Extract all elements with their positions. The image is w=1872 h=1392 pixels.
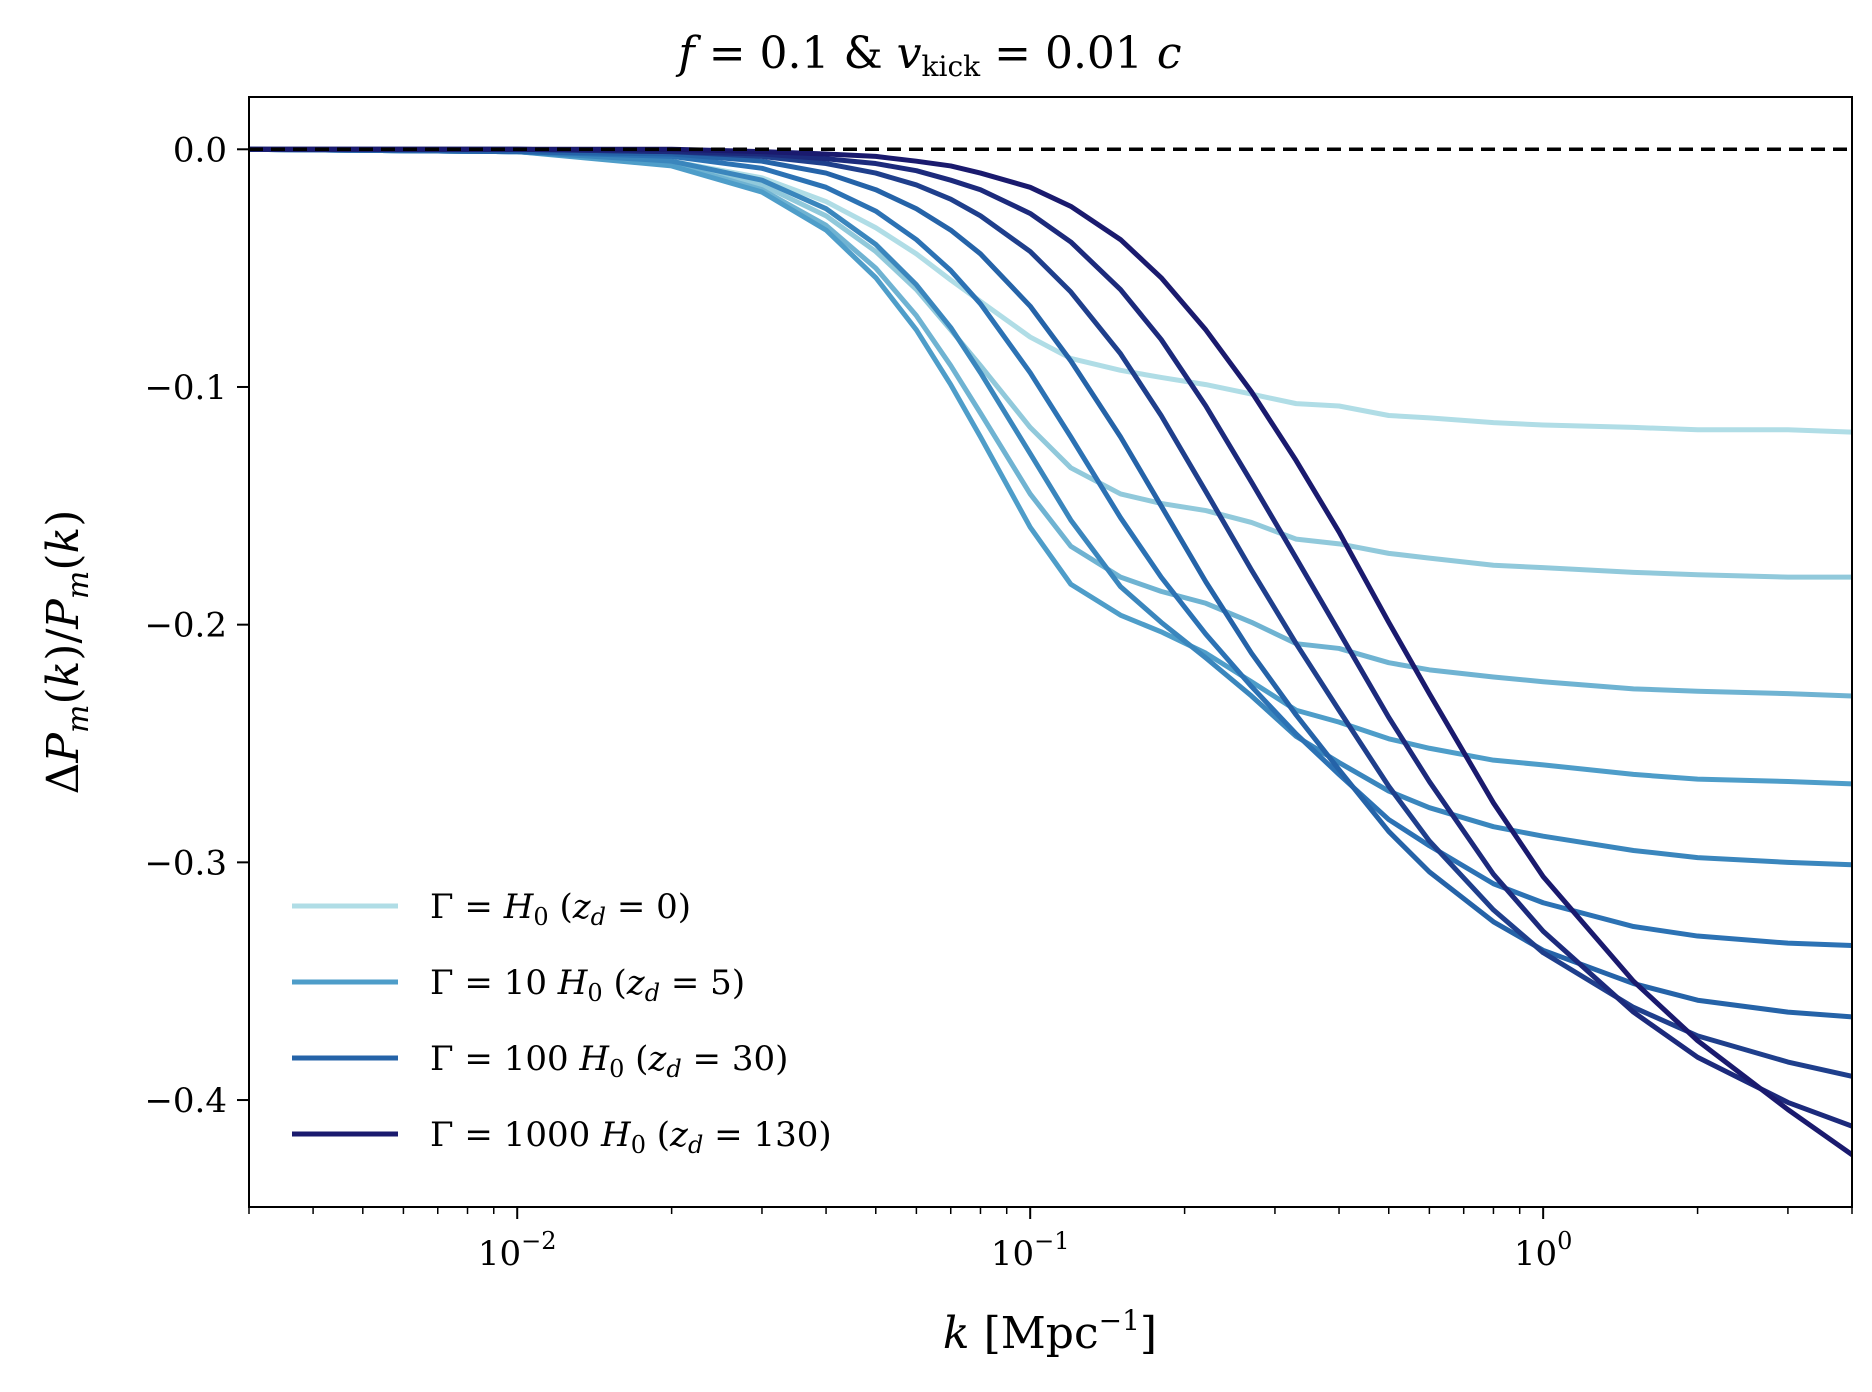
series-line-1 xyxy=(249,146,1852,435)
legend-label: Γ = 1000 H0 (zd = 130) xyxy=(430,1115,832,1159)
series-group xyxy=(249,146,1852,1158)
legend-entry: Γ = 10 H0 (zd = 5) xyxy=(292,963,745,1007)
y-tick-label: −0.2 xyxy=(144,606,227,646)
y-tick-label: −0.3 xyxy=(144,843,227,883)
chart-title: f = 0.1 & vkick = 0.01 c xyxy=(675,28,1181,83)
series-line-2 xyxy=(249,146,1852,580)
x-tick-exp: −1 xyxy=(1034,1227,1069,1255)
y-tick-label: −0.4 xyxy=(144,1081,227,1121)
x-axis-label: k [Mpc−1] xyxy=(943,1304,1157,1359)
legend-entry: Γ = H0 (zd = 0) xyxy=(292,887,691,931)
series-line-10 xyxy=(249,146,1852,1158)
legend-label: Γ = 100 H0 (zd = 30) xyxy=(430,1039,788,1083)
series-line-6 xyxy=(249,146,1852,949)
legend-entry: Γ = 100 H0 (zd = 30) xyxy=(292,1039,788,1083)
x-tick-base: 10 xyxy=(1514,1234,1557,1274)
x-tick-label: 10−1 xyxy=(991,1227,1070,1274)
x-tick-base: 10 xyxy=(478,1234,521,1274)
series-line-3 xyxy=(249,146,1852,699)
series-line-5 xyxy=(249,146,1852,868)
y-tick-label: 0.0 xyxy=(173,130,227,170)
y-tick-label: −0.1 xyxy=(144,368,227,408)
axes-frame xyxy=(248,96,1853,1208)
legend-entry: Γ = 1000 H0 (zd = 130) xyxy=(292,1115,832,1159)
x-tick-label: 10−2 xyxy=(478,1227,557,1274)
legend: Γ = H0 (zd = 0) Γ = 10 H0 (zd = 5) Γ = 1… xyxy=(292,887,832,1159)
ticks: 10−2 10−1 1000.0−0.1−0.2−0.3−0.4 xyxy=(144,130,1853,1274)
series-line-9 xyxy=(249,146,1852,1129)
legend-label: Γ = 10 H0 (zd = 5) xyxy=(430,963,745,1007)
x-tick-base: 10 xyxy=(991,1234,1034,1274)
x-tick-label: 100 xyxy=(1514,1227,1573,1274)
y-axis-label: ΔPm(k)/Pm(k) xyxy=(38,510,96,795)
x-tick-exp: −2 xyxy=(521,1227,556,1255)
legend-label: Γ = H0 (zd = 0) xyxy=(430,887,691,931)
series-line-8 xyxy=(249,146,1852,1079)
x-tick-exp: 0 xyxy=(1557,1227,1572,1255)
series-line-4 xyxy=(249,146,1852,787)
plot-area xyxy=(249,146,1852,1158)
